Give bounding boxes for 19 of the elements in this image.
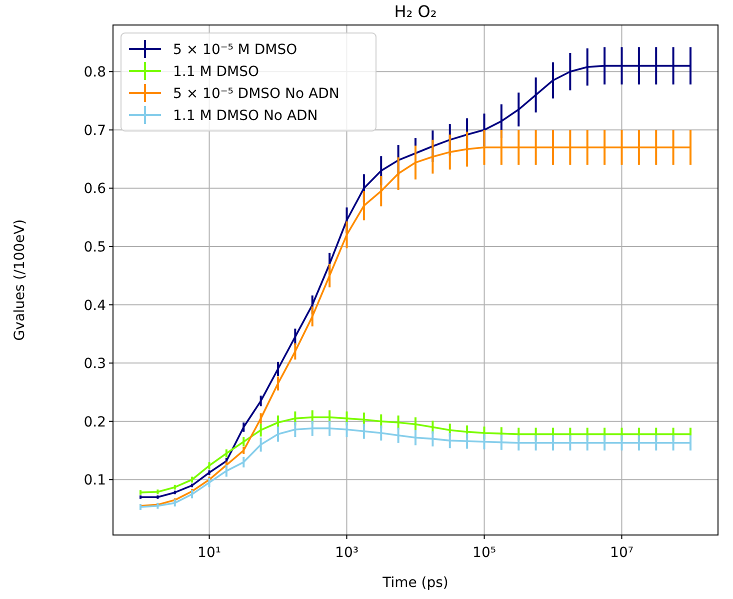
y-tick-label: 0.8 — [84, 64, 106, 81]
y-tick-label: 0.1 — [84, 472, 106, 489]
y-tick-label: 0.4 — [84, 298, 106, 314]
y-tick-label: 0.5 — [84, 239, 106, 256]
legend-label: 5 × 10⁻⁵ M DMSO — [173, 42, 298, 58]
legend-label: 1.1 M DMSO — [173, 64, 260, 80]
y-tick-label: 0.6 — [84, 181, 106, 198]
chart-title: H₂ O₂ — [394, 2, 437, 21]
x-tick-label: 10³ — [335, 545, 358, 561]
x-axis-title: Time (ps) — [382, 575, 448, 591]
y-axis-title: Gvalues (/100eV) — [12, 219, 28, 341]
legend-label: 5 × 10⁻⁵ DMSO No ADN — [173, 86, 340, 102]
x-tick-label: 10⁵ — [472, 545, 496, 561]
y-tick-label: 0.2 — [84, 414, 106, 430]
legend-label: 1.1 M DMSO No ADN — [173, 108, 318, 124]
y-tick-label: 0.3 — [84, 356, 106, 372]
y-tick-label: 0.7 — [84, 122, 106, 139]
x-tick-label: 10¹ — [198, 545, 221, 561]
x-tick-label: 10⁷ — [610, 545, 634, 561]
